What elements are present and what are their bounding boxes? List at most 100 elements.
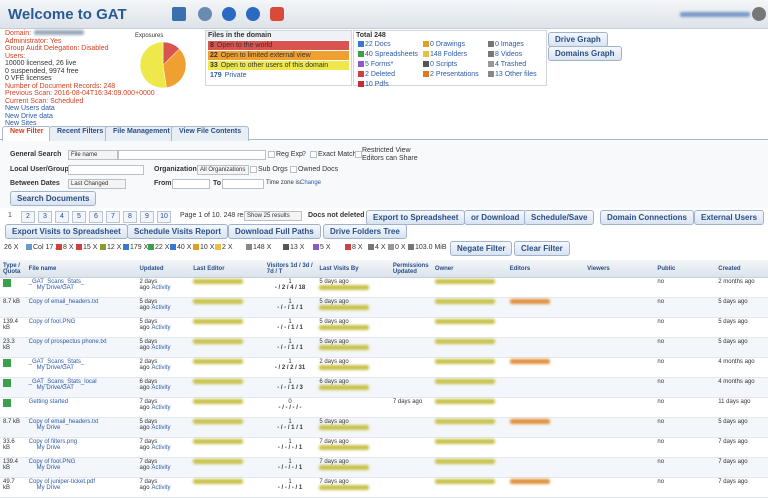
activity-link[interactable]: Activity — [151, 325, 171, 331]
total-item[interactable]: 0 Images — [488, 41, 524, 48]
type-count[interactable]: 4 X — [368, 244, 386, 251]
type-count[interactable]: 10 X — [193, 244, 214, 251]
total-item[interactable]: 0 Scripts — [423, 61, 457, 68]
page-button[interactable]: 6 — [89, 211, 103, 223]
page-button[interactable]: 9 — [140, 211, 154, 223]
checkbox[interactable] — [250, 166, 257, 173]
user-input[interactable] — [68, 165, 144, 175]
file-name[interactable]: _GAT_Scans_Stats_local — [28, 379, 97, 385]
page-button[interactable]: 1 — [8, 212, 12, 219]
page-size-select[interactable]: Show 25 results — [244, 211, 302, 221]
action-button[interactable]: Export Visits to Spreadsheet — [5, 224, 128, 239]
total-item[interactable]: 8 Videos — [488, 51, 522, 58]
change-link[interactable]: Change — [300, 180, 322, 186]
google-plus-icon[interactable] — [270, 7, 284, 21]
file-path[interactable]: My Drive — [36, 445, 61, 451]
total-item[interactable]: 0 Drawings — [423, 41, 465, 48]
page-button[interactable]: 7 — [106, 211, 120, 223]
page-button[interactable]: 10 — [157, 211, 171, 223]
type-count[interactable]: 12 X — [100, 244, 121, 251]
tab[interactable]: View File Contents — [171, 126, 250, 141]
domains-graph-button[interactable]: Domains Graph — [548, 46, 622, 61]
checkbox[interactable] — [268, 151, 275, 158]
file-name[interactable]: _GAT_Scans_Stats_ — [28, 359, 85, 365]
activity-link[interactable]: Activity — [151, 365, 171, 371]
total-item[interactable]: 40 Spreadsheets — [358, 51, 418, 58]
file-name[interactable]: Copy of email_headers.txt — [28, 419, 99, 425]
action-button[interactable]: External Users — [694, 210, 765, 225]
page-button[interactable]: 5 — [72, 211, 86, 223]
type-count[interactable]: 26 X — [4, 244, 18, 251]
file-name[interactable]: Getting started — [28, 399, 69, 405]
from-input[interactable] — [172, 179, 210, 189]
activity-link[interactable]: Activity — [151, 445, 171, 451]
type-count[interactable]: 13 X — [283, 244, 304, 251]
exposure-row[interactable]: 33 Open to other users of this domain — [208, 61, 349, 70]
checkbox[interactable] — [290, 166, 297, 173]
private-row[interactable]: 179 Private — [210, 72, 347, 79]
type-count[interactable]: 40 X — [170, 244, 191, 251]
type-count[interactable]: 0 X — [388, 244, 406, 251]
type-count[interactable]: 5 X — [313, 244, 331, 251]
activity-link[interactable]: Activity — [151, 425, 171, 431]
file-path[interactable]: My Drive/GAT — [36, 385, 74, 391]
page-button[interactable]: 3 — [38, 211, 52, 223]
type-count[interactable]: 15 X — [76, 244, 97, 251]
total-item[interactable]: 10 Pdfs — [358, 81, 389, 88]
file-name[interactable]: _GAT_Scans_Stats_ — [28, 279, 85, 285]
exposure-row[interactable]: 22 Open to limited external view — [208, 51, 349, 60]
action-button[interactable]: Schedule Visits Report — [127, 224, 228, 239]
page-button[interactable]: 2 — [21, 211, 35, 223]
total-item[interactable]: 2 Deleted — [358, 71, 395, 78]
total-item[interactable]: 22 Docs — [358, 41, 391, 48]
total-item[interactable]: 2 Presentations — [423, 71, 479, 78]
tab[interactable]: File Management — [105, 126, 178, 141]
type-count[interactable]: 2 X — [215, 244, 233, 251]
type-count[interactable]: 148 X — [246, 244, 271, 251]
total-item[interactable]: 13 Other files — [488, 71, 537, 78]
file-path[interactable]: My Drive/GAT — [36, 285, 74, 291]
info-icon[interactable] — [222, 7, 236, 21]
page-button[interactable]: 8 — [123, 211, 137, 223]
activity-link[interactable]: Activity — [151, 305, 171, 311]
logout-icon[interactable] — [752, 7, 766, 21]
file-path[interactable]: My Drive — [36, 425, 61, 431]
activity-link[interactable]: Activity — [151, 385, 171, 391]
checkbox[interactable] — [310, 151, 317, 158]
drive-graph-button[interactable]: Drive Graph — [548, 32, 608, 47]
file-name[interactable]: Copy of email_headers.txt — [28, 299, 99, 305]
checkbox[interactable] — [355, 151, 362, 158]
type-count[interactable]: 8 X — [56, 244, 74, 251]
activity-link[interactable]: Activity — [151, 405, 171, 411]
search-input[interactable] — [118, 150, 266, 160]
tab[interactable]: New Filter — [2, 126, 52, 141]
file-name[interactable]: Copy of fool.PNG — [28, 459, 76, 465]
total-item[interactable]: 4 Trashed — [488, 61, 526, 68]
org-select[interactable]: All Organizations — [197, 165, 249, 175]
action-button[interactable]: Schedule/Save — [524, 210, 595, 225]
search-field-select[interactable]: File name — [68, 150, 118, 160]
page-button[interactable]: 4 — [55, 211, 69, 223]
action-button[interactable]: Export to Spreadsheet — [366, 210, 466, 225]
type-count[interactable]: 8 X — [345, 244, 363, 251]
file-path[interactable]: My Drive — [36, 465, 61, 471]
to-input[interactable] — [222, 179, 264, 189]
home-icon[interactable] — [172, 7, 186, 21]
date-select[interactable]: Last Changed — [68, 179, 126, 189]
type-count[interactable]: 179 X — [123, 244, 148, 251]
file-name[interactable]: Copy of fool.PNG — [28, 319, 76, 325]
activity-link[interactable]: Activity — [151, 485, 171, 491]
activity-link[interactable]: Activity — [151, 285, 171, 291]
file-path[interactable]: My Drive/GAT — [36, 365, 74, 371]
exposure-row[interactable]: 8 Open to the world — [208, 41, 349, 50]
total-item[interactable]: 148 Folders — [423, 51, 467, 58]
help-link[interactable]: ? — [302, 151, 306, 158]
file-name[interactable]: Copy of prospectus phone.txt — [28, 339, 107, 345]
filter-button[interactable]: Clear Filter — [514, 241, 570, 256]
tab[interactable]: Recent Filters — [49, 126, 112, 141]
settings-icon[interactable] — [198, 7, 212, 21]
total-item[interactable]: 5 Forms* — [358, 61, 393, 68]
help-icon[interactable] — [246, 7, 260, 21]
action-button[interactable]: Drive Folders Tree — [323, 224, 407, 239]
file-name[interactable]: Copy of filters.png — [28, 439, 78, 445]
